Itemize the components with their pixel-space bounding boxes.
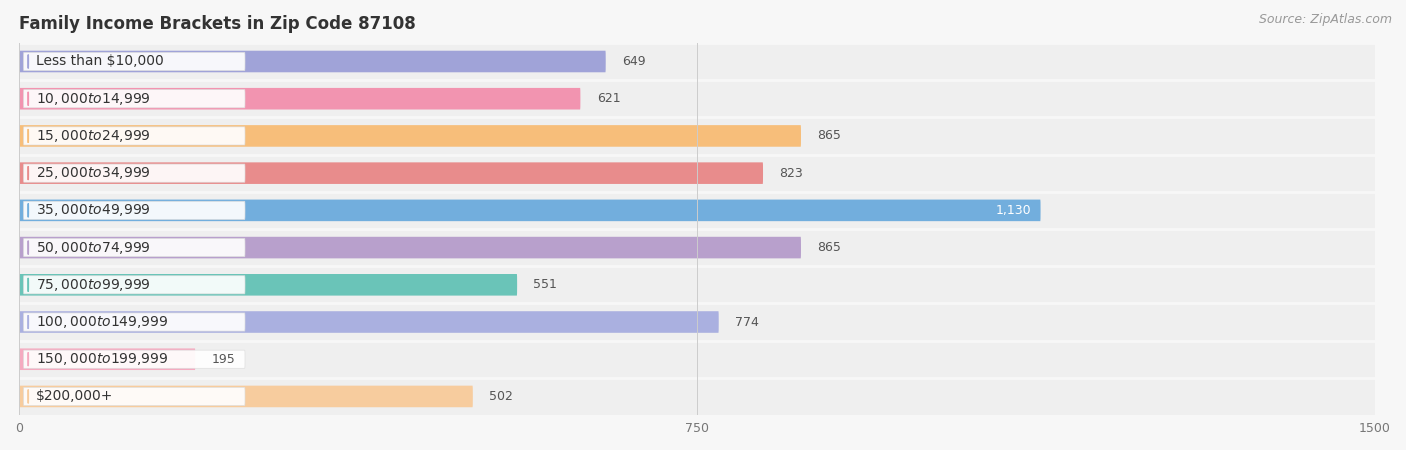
Text: $10,000 to $14,999: $10,000 to $14,999 (35, 91, 150, 107)
Text: 1,130: 1,130 (995, 204, 1032, 217)
FancyBboxPatch shape (20, 229, 1375, 266)
Text: $200,000+: $200,000+ (35, 389, 112, 404)
Text: $15,000 to $24,999: $15,000 to $24,999 (35, 128, 150, 144)
Text: Less than $10,000: Less than $10,000 (35, 54, 163, 68)
FancyBboxPatch shape (20, 192, 1375, 229)
FancyBboxPatch shape (24, 238, 245, 256)
FancyBboxPatch shape (24, 90, 245, 108)
FancyBboxPatch shape (20, 266, 1375, 303)
FancyBboxPatch shape (20, 88, 581, 109)
FancyBboxPatch shape (20, 154, 1375, 192)
FancyBboxPatch shape (24, 387, 245, 405)
FancyBboxPatch shape (20, 162, 763, 184)
FancyBboxPatch shape (20, 348, 195, 370)
FancyBboxPatch shape (20, 341, 1375, 378)
Text: 621: 621 (596, 92, 620, 105)
FancyBboxPatch shape (20, 386, 472, 407)
FancyBboxPatch shape (20, 117, 1375, 154)
FancyBboxPatch shape (24, 53, 245, 71)
FancyBboxPatch shape (20, 125, 801, 147)
Text: $50,000 to $74,999: $50,000 to $74,999 (35, 239, 150, 256)
FancyBboxPatch shape (20, 51, 606, 72)
Text: $35,000 to $49,999: $35,000 to $49,999 (35, 202, 150, 218)
Text: 649: 649 (621, 55, 645, 68)
FancyBboxPatch shape (20, 303, 1375, 341)
FancyBboxPatch shape (24, 350, 245, 368)
FancyBboxPatch shape (20, 237, 801, 258)
Text: 865: 865 (817, 241, 841, 254)
Text: 502: 502 (489, 390, 513, 403)
Text: $150,000 to $199,999: $150,000 to $199,999 (35, 351, 169, 367)
FancyBboxPatch shape (20, 274, 517, 296)
FancyBboxPatch shape (24, 201, 245, 220)
FancyBboxPatch shape (24, 276, 245, 294)
FancyBboxPatch shape (20, 311, 718, 333)
Text: $100,000 to $149,999: $100,000 to $149,999 (35, 314, 169, 330)
FancyBboxPatch shape (24, 127, 245, 145)
Text: 195: 195 (211, 353, 235, 366)
Text: 823: 823 (779, 166, 803, 180)
Text: $25,000 to $34,999: $25,000 to $34,999 (35, 165, 150, 181)
Text: Family Income Brackets in Zip Code 87108: Family Income Brackets in Zip Code 87108 (20, 15, 416, 33)
Text: 865: 865 (817, 130, 841, 143)
FancyBboxPatch shape (20, 43, 1375, 80)
FancyBboxPatch shape (20, 378, 1375, 415)
FancyBboxPatch shape (20, 80, 1375, 117)
Text: Source: ZipAtlas.com: Source: ZipAtlas.com (1258, 14, 1392, 27)
FancyBboxPatch shape (24, 313, 245, 331)
FancyBboxPatch shape (20, 199, 1040, 221)
Text: $75,000 to $99,999: $75,000 to $99,999 (35, 277, 150, 293)
Text: 551: 551 (533, 278, 557, 291)
Text: 774: 774 (735, 315, 759, 328)
FancyBboxPatch shape (24, 164, 245, 182)
